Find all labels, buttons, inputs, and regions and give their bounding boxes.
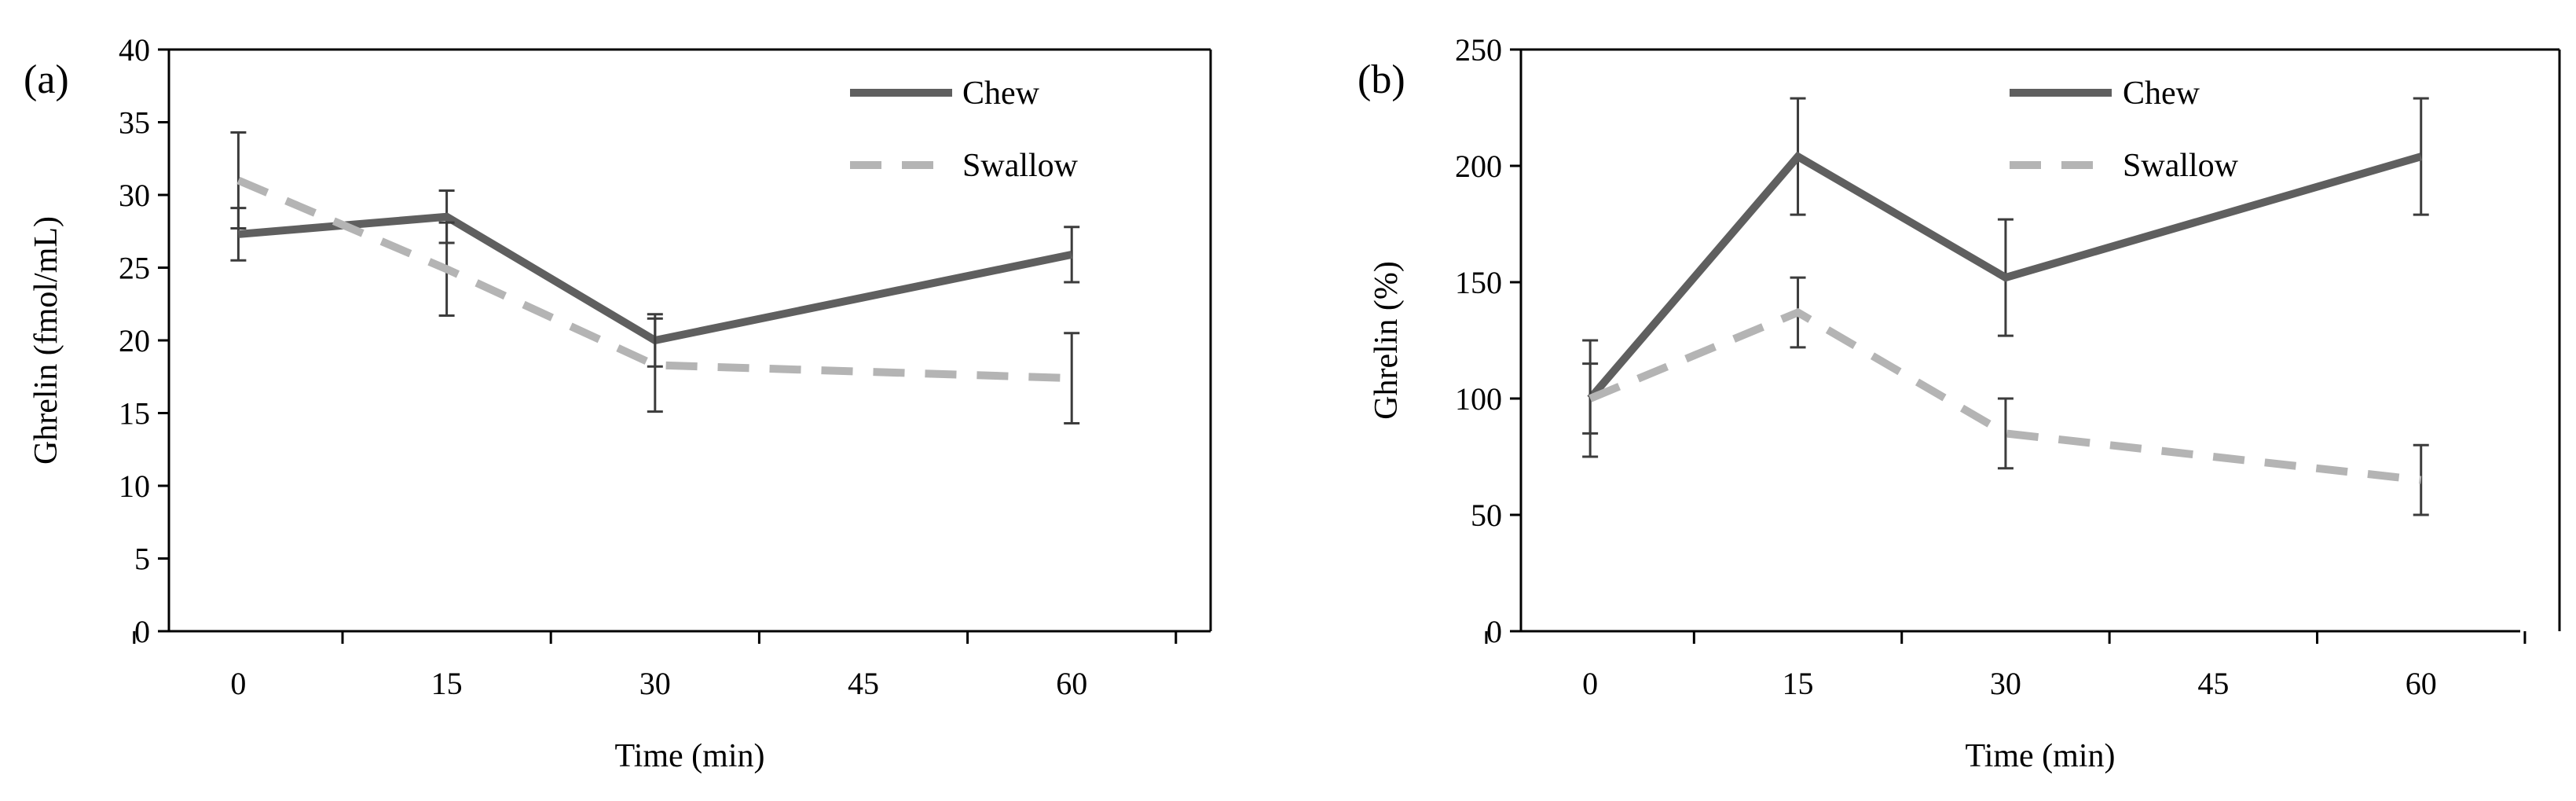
series-swallow xyxy=(1582,276,2429,516)
series-line xyxy=(1587,151,2423,402)
legend-label: Chew xyxy=(962,75,1040,112)
y-tick-label: 15 xyxy=(119,396,150,432)
y-tick-label: 25 xyxy=(119,251,150,286)
legend-entry-chew: Chew xyxy=(2010,75,2200,112)
x-tick-label: 45 xyxy=(2197,666,2229,701)
y-tick-label: 0 xyxy=(134,614,150,649)
y-tick-label: 150 xyxy=(1455,265,1502,300)
legend-label: Swallow xyxy=(2123,148,2239,184)
legend-entry-chew: Chew xyxy=(850,75,1040,112)
y-tick-label: 40 xyxy=(119,32,150,68)
y-tick-label: 20 xyxy=(119,323,150,358)
y-tick-label: 0 xyxy=(1486,614,1502,649)
legend-entry-swallow: Swallow xyxy=(2010,148,2239,184)
y-tick-label: 5 xyxy=(134,542,150,577)
x-axis-title: Time (min) xyxy=(615,738,765,774)
x-tick-label: 15 xyxy=(431,666,463,701)
series-swallow xyxy=(230,130,1080,424)
y-tick-label: 100 xyxy=(1455,381,1502,417)
panel-label: (a) xyxy=(24,57,69,102)
x-tick-label: 15 xyxy=(1783,666,1814,701)
y-axis-title: Ghrelin (fmol/mL) xyxy=(28,216,64,465)
panel-label: (b) xyxy=(1358,57,1405,102)
y-tick-label: 35 xyxy=(119,105,150,141)
x-axis-title: Time (min) xyxy=(1966,738,2116,774)
series-line xyxy=(236,176,1072,383)
y-tick-label: 250 xyxy=(1455,32,1502,68)
series-chew xyxy=(1582,97,2429,458)
y-tick-label: 50 xyxy=(1471,498,1502,533)
legend-label: Swallow xyxy=(962,148,1079,184)
chart-panel-b: 0 50 100 150 200 250 0 15 30 45 60 Time (min) Ghreli… xyxy=(1358,32,2561,774)
x-tick-label: 30 xyxy=(1990,666,2021,701)
chart-panel-a: 0 5 10 15 20 25 30 35 40 0 15 30 45 60 Time (min) Ghrel… xyxy=(24,32,1212,774)
x-tick-label: 0 xyxy=(230,666,246,701)
y-axis-title: Ghrelin (%) xyxy=(1369,261,1405,420)
x-tick-label: 45 xyxy=(848,666,879,701)
x-tick-label: 0 xyxy=(1582,666,1598,701)
legend-label: Chew xyxy=(2123,75,2200,112)
y-tick-label: 10 xyxy=(119,468,150,504)
y-tick-label: 200 xyxy=(1455,149,1502,184)
x-tick-label: 30 xyxy=(639,666,671,701)
y-tick-label: 30 xyxy=(119,178,150,213)
series-line xyxy=(1588,307,2422,484)
x-tick-label: 60 xyxy=(1056,666,1087,701)
legend-entry-swallow: Swallow xyxy=(850,148,1079,184)
x-tick-label: 60 xyxy=(2406,666,2437,701)
